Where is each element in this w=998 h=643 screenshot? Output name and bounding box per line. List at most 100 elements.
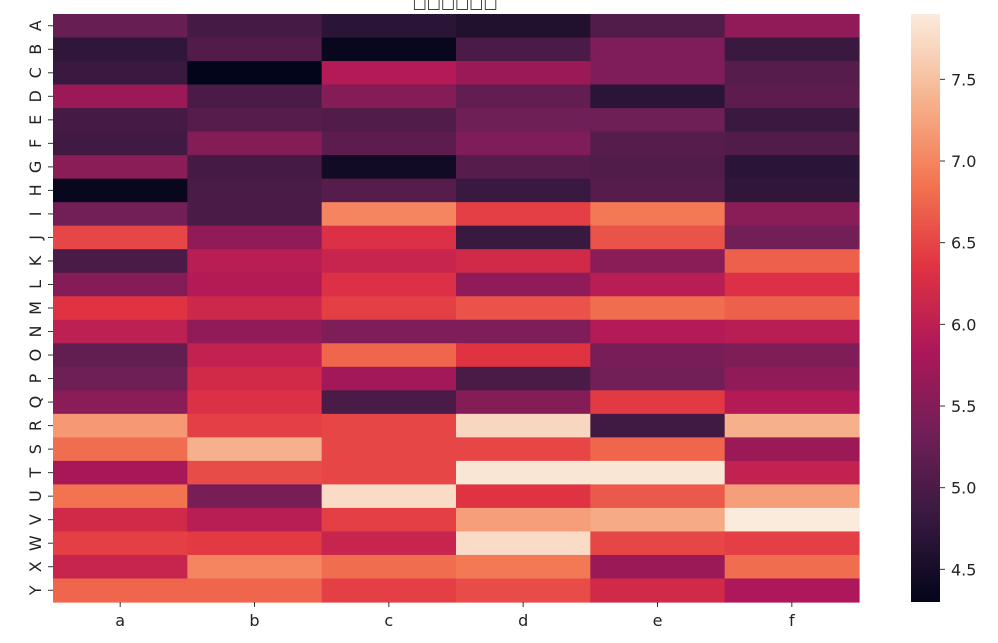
heatmap-cell [187,225,323,250]
heatmap-cell [724,296,860,321]
heatmap-cell [321,343,457,368]
heatmap-cell [187,343,323,368]
heatmap-cell [456,225,591,250]
heatmap-cell [724,366,860,391]
heatmap-cell [724,272,860,297]
heatmap-cell [590,390,726,415]
heatmap-cell [456,37,591,62]
y-axis: A B C D E F GH I J K L MNO P QR S TU VWX Y [26,20,53,596]
heatmap-cell [321,178,457,203]
heatmap-cell [187,84,323,109]
heatmap-cell [724,202,860,227]
heatmap-cell [724,178,860,203]
heatmap-cell [187,507,323,533]
heatmap-cell [187,14,323,39]
heatmap-cell [590,319,726,344]
heatmap-cell [53,366,188,391]
x-tick-label: a [115,611,125,630]
heatmap-cell [456,131,591,156]
heatmap-cell [321,319,457,344]
heatmap-cell [321,14,457,39]
colorbar-tick-label: 5.5 [951,397,976,416]
y-tick-label: R [26,420,45,431]
heatmap-cell [456,507,591,533]
heatmap-cell [456,272,591,297]
heatmap-cell [187,202,323,227]
heatmap-cell [724,249,860,274]
chart-title: □□□□□□ [412,0,497,12]
x-tick-label: e [653,611,663,630]
heatmap-cell [187,131,323,156]
heatmap-cell [53,202,188,227]
heatmap-cell [321,131,457,156]
y-tick-label: X [26,561,45,572]
heatmap-cell [321,272,457,297]
y-tick-label: V [26,514,45,525]
heatmap-cell [321,507,457,533]
heatmap-cell [321,531,457,556]
x-tick-label: f [789,611,795,630]
heatmap-cell [53,84,188,109]
heatmap-cell [53,155,188,180]
y-tick-label: K [26,255,45,266]
y-tick-label: D [26,90,45,102]
heatmap-cell [53,343,188,368]
heatmap-cell [724,108,860,133]
heatmap-cell [187,61,323,86]
heatmap-cell [187,272,323,297]
heatmap-cell [724,507,860,533]
heatmap-cell [187,413,323,438]
heatmap-cell [53,413,188,438]
heatmap-cell [187,437,323,462]
heatmap-cell [187,178,323,203]
y-tick-label: Q [26,396,45,409]
heatmap-cell [321,37,457,62]
heatmap-cell [321,155,457,180]
heatmap-cell [187,484,323,509]
heatmap-cell [456,460,591,485]
heatmap-cell [724,531,860,556]
y-tick-label: L [26,280,45,289]
heatmap-cell [724,319,860,344]
heatmap-cell [53,61,188,86]
heatmap-cell [321,366,457,391]
heatmap-cell [53,14,188,39]
heatmap-cell [724,37,860,62]
y-tick-label: H [26,184,45,196]
heatmap-cell [53,108,188,133]
heatmap-cell [590,131,726,156]
y-tick-label: G [26,161,45,173]
heatmap-cell [590,531,726,556]
heatmap-cell [321,390,457,415]
heatmap-cell [590,84,726,109]
y-tick-label: E [26,115,45,125]
heatmap-cell [456,61,591,86]
y-tick-label: C [26,67,45,78]
heatmap-cell [187,249,323,274]
heatmap-cell [590,225,726,250]
heatmap-cell [321,554,457,580]
heatmap-cell [53,531,188,556]
heatmap-cell [590,14,726,39]
heatmap-cell [590,202,726,227]
heatmap-cell [724,413,860,438]
y-tick-label: P [26,373,45,383]
y-tick-label: I [26,212,45,217]
heatmap-cell [590,108,726,133]
y-tick-label: Y [26,585,45,596]
heatmap-cell [187,108,323,133]
y-tick-label: T [26,468,45,479]
heatmap-cell [590,484,726,509]
heatmap-cell [187,578,323,603]
heatmap-cell [187,554,323,580]
heatmap-cell [456,554,591,580]
heatmap-cell [456,484,591,509]
heatmap-cell [456,319,591,344]
heatmap-cell [187,460,323,485]
heatmap-cell [724,343,860,368]
heatmap-cell [53,554,188,580]
heatmap-cell [321,413,457,438]
heatmap-cell [321,437,457,462]
heatmap-cell [724,578,860,603]
